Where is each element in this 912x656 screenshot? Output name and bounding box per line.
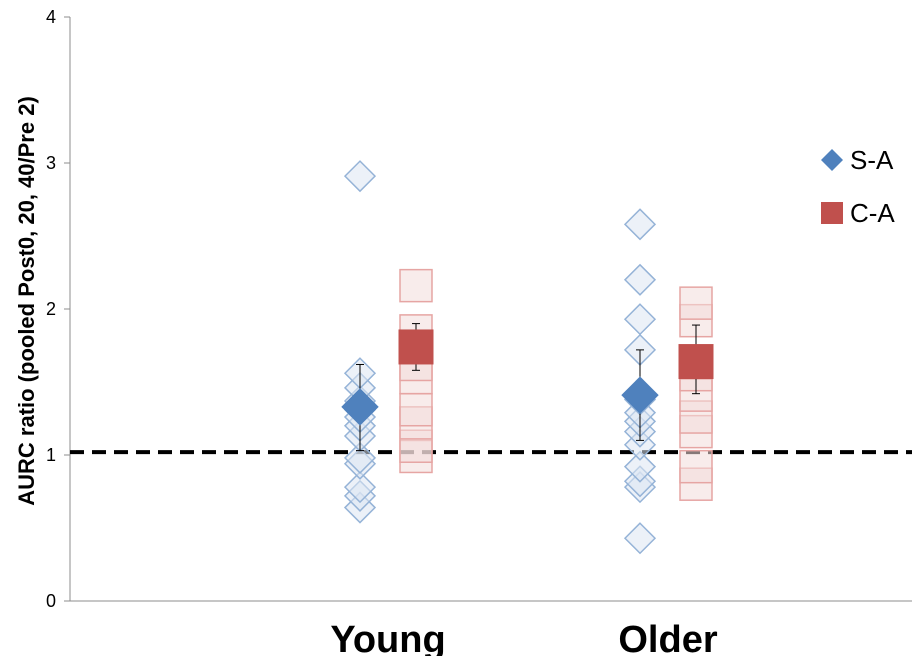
- y-axis-label: AURC ratio (pooled Post0, 20, 40/Pre 2): [14, 96, 39, 506]
- point-ca-individual: [399, 392, 433, 427]
- point-ca-mean: [398, 329, 434, 365]
- y-tick-label: 0: [46, 591, 56, 611]
- legend-label: C-A: [850, 198, 895, 228]
- point-sa-individual: [623, 263, 657, 296]
- point-ca-individual: [679, 449, 713, 484]
- legend-marker-sa: [821, 149, 843, 171]
- x-category-label: Young: [330, 619, 445, 656]
- x-category-labels: Young Older: [330, 619, 718, 656]
- y-tick-label: 3: [46, 153, 56, 173]
- point-sa-mean: [621, 376, 659, 414]
- point-sa-individual: [623, 303, 657, 336]
- individual-points: [343, 160, 713, 555]
- legend: S-A C-A: [821, 145, 895, 228]
- point-ca-mean: [678, 344, 714, 380]
- point-sa-individual: [623, 208, 657, 241]
- legend-marker-ca: [821, 202, 843, 224]
- x-category-label: Older: [618, 619, 717, 656]
- mean-points: [341, 323, 714, 452]
- legend-label: S-A: [850, 145, 894, 175]
- y-tick-label: 1: [46, 445, 56, 465]
- point-sa-mean: [341, 388, 379, 426]
- y-tick-label: 4: [46, 7, 56, 27]
- y-axis: 0 1 2 3 4: [46, 7, 71, 611]
- point-sa-individual: [343, 160, 377, 193]
- point-sa-individual: [623, 522, 657, 555]
- point-sa-individual: [343, 441, 377, 474]
- y-tick-label: 2: [46, 299, 56, 319]
- point-sa-individual: [623, 450, 657, 483]
- point-ca-individual: [679, 286, 713, 320]
- point-ca-individual: [399, 268, 433, 303]
- point-sa-individual: [343, 471, 377, 504]
- y-ticks: 0 1 2 3 4: [46, 7, 70, 611]
